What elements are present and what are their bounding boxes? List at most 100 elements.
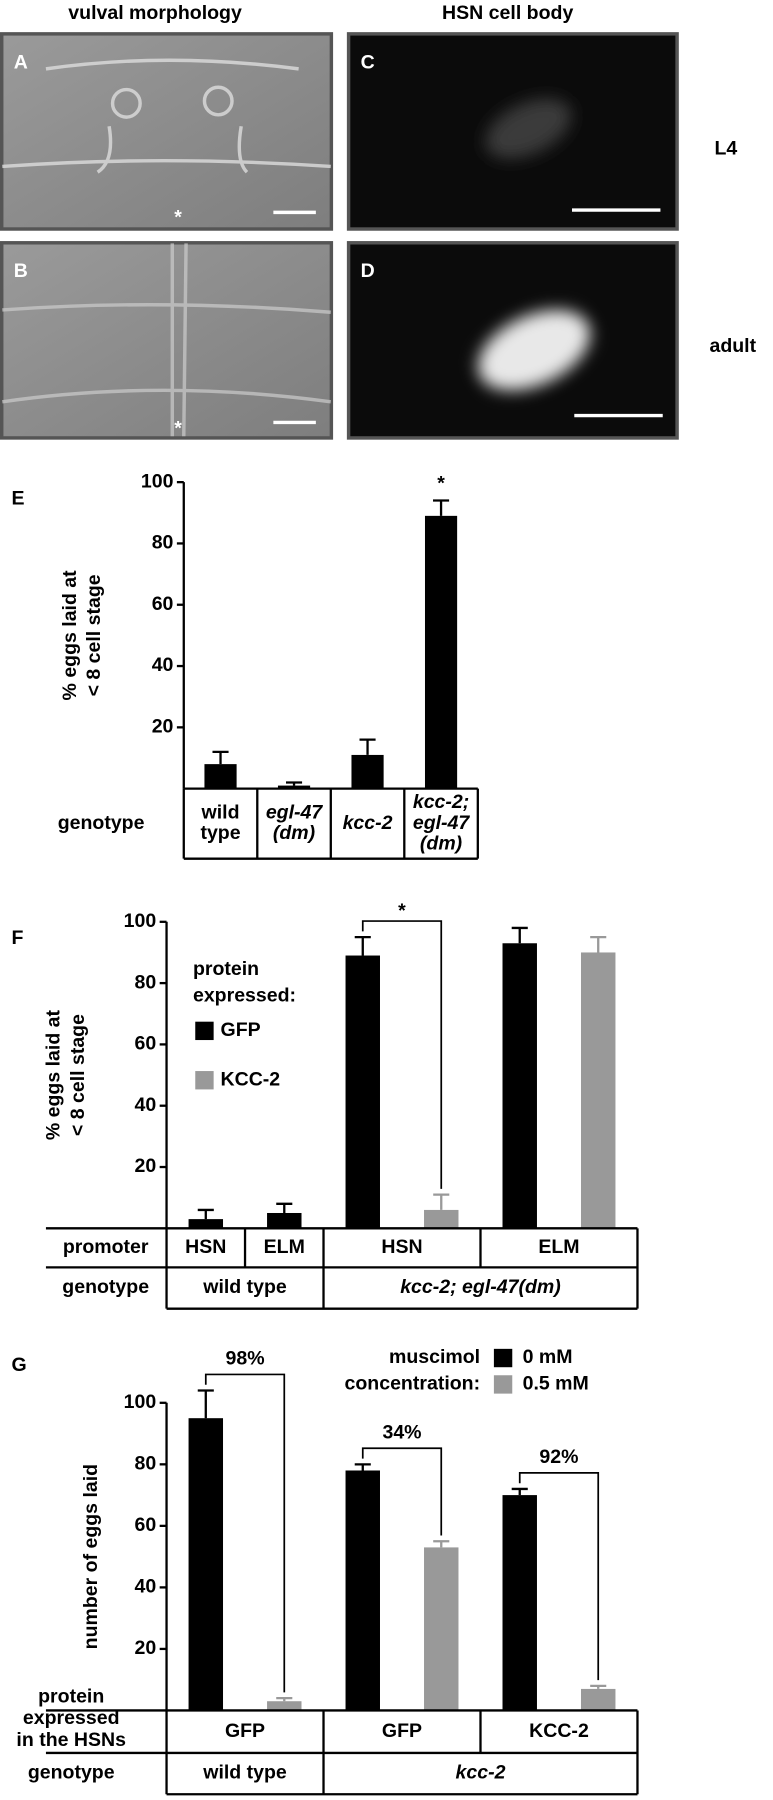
bar (345, 955, 380, 1229)
panel-letter: F (11, 927, 23, 949)
error-bar (590, 935, 607, 953)
error-bar (433, 499, 450, 516)
bracket (518, 1472, 600, 1681)
category-label: kcc-2; (413, 791, 469, 813)
category-label: (dm) (420, 832, 462, 854)
marker: * (174, 417, 182, 439)
bar (188, 1219, 224, 1229)
group-label: kcc-2; egl-47(dm) (400, 1276, 561, 1298)
row-label: genotype (28, 1762, 115, 1784)
row-label: genotype (58, 812, 145, 834)
y-axis-label: < 8 cell stage (67, 1014, 89, 1136)
column-title: vulval morphology (68, 2, 242, 24)
row-label: expressed (23, 1707, 120, 1729)
category-label: kcc-2 (343, 812, 393, 834)
panel-letter: G (11, 1354, 26, 1376)
bar (267, 1701, 302, 1711)
category-label: HSN (185, 1236, 226, 1258)
category-label: GFP (382, 1720, 422, 1742)
y-axis-label: % eggs laid at (59, 570, 81, 701)
error-bar (212, 750, 229, 765)
row-title: L4 (715, 137, 738, 159)
annotation: * (437, 473, 445, 495)
micrograph (0, 241, 334, 440)
bracket (361, 1447, 443, 1536)
legend-swatch (195, 1021, 214, 1041)
y-axis-label: % eggs laid at (43, 1010, 65, 1141)
error-bar (354, 935, 371, 956)
micrograph-detail (2, 58, 331, 174)
panel-letter: C (361, 51, 375, 73)
column-title: HSN cell body (442, 2, 573, 24)
y-tick-label: 60 (134, 1514, 156, 1536)
annotation: 92% (539, 1446, 578, 1468)
cell-body (485, 98, 572, 159)
bar (580, 952, 616, 1229)
category-label: ELM (264, 1236, 305, 1258)
y-tick-label: 20 (152, 716, 174, 738)
y-tick-label: 100 (141, 470, 174, 492)
error-bar (197, 1389, 214, 1419)
y-tick-label: 80 (134, 1452, 156, 1474)
error-bar (285, 781, 303, 786)
row-label: promoter (63, 1236, 149, 1258)
category-label: GFP (225, 1720, 265, 1742)
legend-title: muscimol (389, 1346, 480, 1368)
category-label: KCC-2 (529, 1720, 589, 1742)
row-title: adult (709, 335, 756, 357)
category-label: ELM (538, 1236, 579, 1258)
row-label: genotype (62, 1276, 149, 1298)
y-tick-label: 100 (124, 910, 157, 932)
legend-label: 0 mM (523, 1346, 573, 1368)
micrograph-detail (2, 243, 332, 437)
bar (424, 515, 458, 789)
y-axis-label: number of eggs laid (80, 1464, 102, 1649)
legend-title: expressed: (193, 985, 296, 1007)
micrograph (0, 32, 334, 231)
legend-label: 0.5 mM (523, 1373, 589, 1395)
y-tick-label: 60 (134, 1033, 156, 1055)
annotation: 98% (225, 1348, 264, 1370)
bar (204, 764, 237, 789)
legend-swatch (195, 1071, 214, 1090)
bar (345, 1470, 380, 1711)
legend-label: KCC-2 (221, 1068, 281, 1090)
category-label: wild (201, 801, 240, 823)
bar (267, 1212, 302, 1229)
bar (502, 1495, 537, 1711)
category-label: egl-47 (266, 801, 324, 823)
error-bar (197, 1208, 214, 1220)
panel-letter: D (361, 260, 375, 282)
error-bar (590, 1684, 607, 1689)
bracket (361, 920, 443, 1189)
bar (502, 943, 537, 1229)
bar (580, 1688, 616, 1711)
panel-letter: A (14, 51, 28, 73)
bracket (204, 1373, 286, 1693)
error-bar (511, 1487, 528, 1496)
category-label: egl-47 (413, 812, 471, 834)
y-tick-label: 80 (152, 532, 174, 554)
bar (424, 1209, 459, 1229)
legend-swatch (493, 1348, 513, 1368)
error-bar (354, 1463, 371, 1471)
group-label: wild type (202, 1276, 287, 1298)
group-label: wild type (202, 1762, 287, 1784)
error-bar (276, 1202, 293, 1213)
legend-title: protein (193, 958, 259, 980)
legend-label: GFP (221, 1019, 261, 1041)
legend-swatch (493, 1375, 513, 1394)
row-label: in the HSNs (16, 1729, 126, 1751)
panel-letter: B (14, 260, 28, 282)
category-label: (dm) (273, 822, 315, 844)
y-tick-label: 20 (134, 1637, 156, 1659)
y-axis-label: < 8 cell stage (83, 574, 105, 696)
error-bar (433, 1540, 450, 1548)
y-tick-label: 20 (134, 1155, 156, 1177)
marker: * (174, 206, 182, 228)
bar (277, 785, 311, 789)
y-tick-label: 40 (134, 1576, 156, 1598)
